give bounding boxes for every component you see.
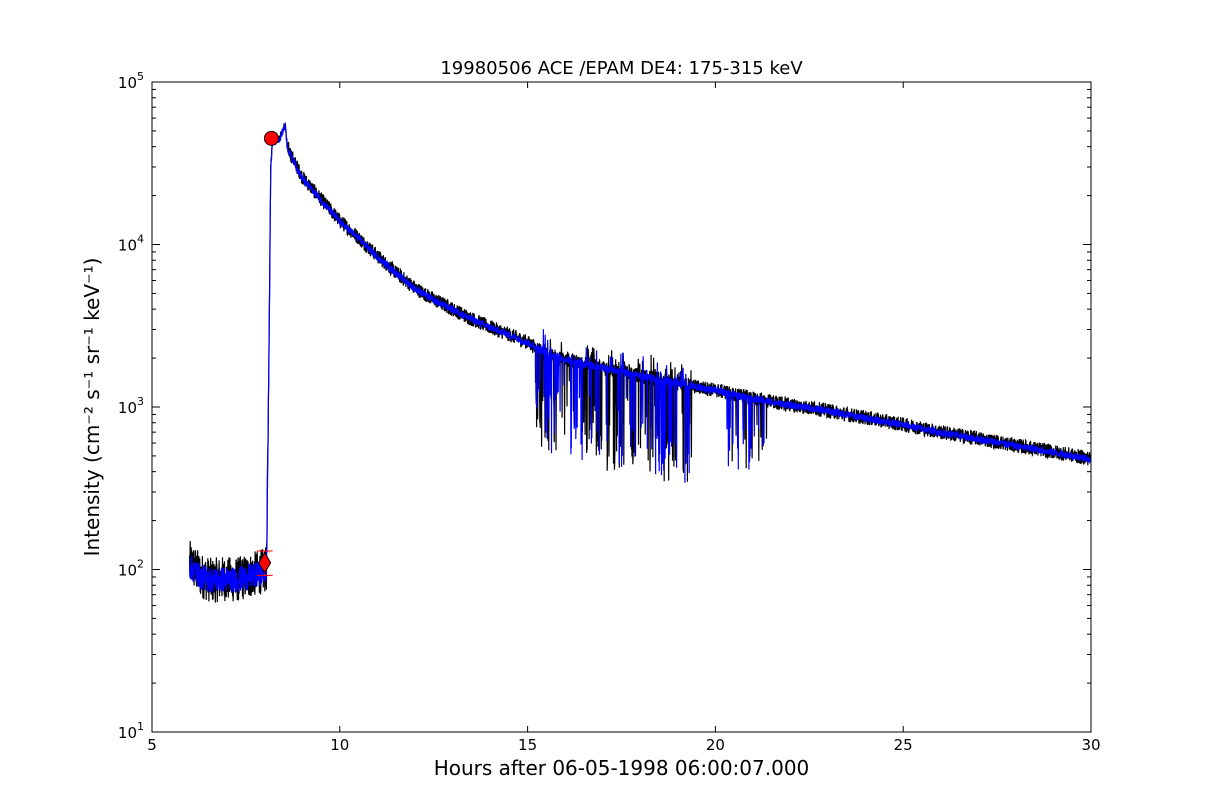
x-axis-label: Hours after 06-05-1998 06:00:07.000 xyxy=(434,756,810,780)
peak-marker xyxy=(263,130,279,146)
axis-ticks: 5 10 15 20 25 30 101 102 103 104 105 xyxy=(118,70,1101,754)
x-tick-label: 20 xyxy=(706,736,725,754)
x-tick-label: 15 xyxy=(518,736,537,754)
y-axis-label: Intensity (cm⁻² s⁻¹ sr⁻¹ keV⁻¹) xyxy=(80,258,104,557)
y-tick-label: 104 xyxy=(118,233,144,255)
x-tick-label: 10 xyxy=(330,736,349,754)
y-tick-label: 103 xyxy=(118,395,144,417)
x-tick-label: 5 xyxy=(147,736,157,754)
x-tick-label: 30 xyxy=(1081,736,1100,754)
series-line-smoothed xyxy=(189,122,1091,593)
y-tick-label: 101 xyxy=(118,720,144,742)
y-tick-label: 102 xyxy=(118,558,144,580)
onset-marker xyxy=(258,551,272,574)
plot-area xyxy=(189,122,1091,603)
chart-title: 19980506 ACE /EPAM DE4: 175-315 keV xyxy=(440,58,803,79)
y-tick-label: 105 xyxy=(118,70,144,92)
x-tick-label: 25 xyxy=(894,736,913,754)
